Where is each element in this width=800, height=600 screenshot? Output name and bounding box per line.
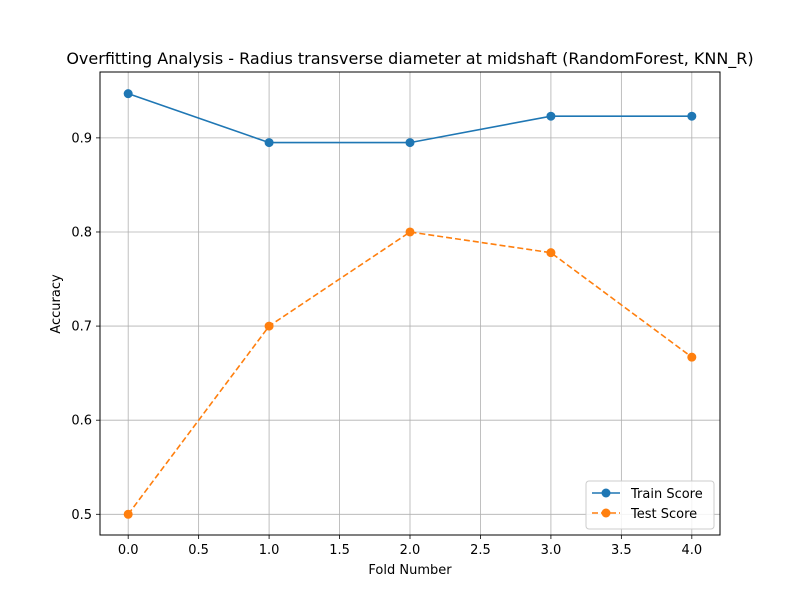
axis-ticks: 0.0 0.5 1.0 1.5 2.0 2.5 3.0 3.5 4.0 0.5 0.6 0.7 0.8 0… xyxy=(71,131,702,558)
y-tick-label: 0.5 xyxy=(71,508,92,523)
x-tick-label: 3.5 xyxy=(611,543,632,558)
x-tick-label: 1.0 xyxy=(259,543,280,558)
y-tick-label: 0.9 xyxy=(71,131,92,146)
legend-test-label: Test Score xyxy=(630,507,697,522)
train-score-point xyxy=(123,89,133,99)
x-tick-label: 2.0 xyxy=(400,543,421,558)
train-score-point xyxy=(405,138,415,148)
legend: Train Score Test Score xyxy=(585,480,715,530)
x-axis-label: Fold Number xyxy=(368,563,452,578)
x-tick-label: 0.5 xyxy=(188,543,209,558)
y-tick-label: 0.8 xyxy=(71,225,92,240)
train-score-point xyxy=(687,111,697,121)
y-tick-label: 0.6 xyxy=(71,414,92,429)
x-tick-label: 0.0 xyxy=(118,543,139,558)
legend-test-marker xyxy=(601,508,611,518)
x-tick-label: 3.0 xyxy=(541,543,562,558)
y-axis-label: Accuracy xyxy=(49,274,64,334)
test-score-line xyxy=(127,231,693,515)
test-score-point xyxy=(546,248,556,258)
test-score-point xyxy=(123,509,133,519)
plot-series xyxy=(123,89,697,519)
chart-title: Overfitting Analysis - Radius transverse… xyxy=(66,49,753,69)
test-score-point xyxy=(264,321,274,331)
legend-train-marker xyxy=(601,488,611,498)
train-score-point xyxy=(546,111,556,121)
y-tick-label: 0.7 xyxy=(71,320,92,335)
test-score-point xyxy=(687,352,697,362)
train-score-point xyxy=(264,138,274,148)
x-tick-label: 2.5 xyxy=(470,543,491,558)
legend-train-label: Train Score xyxy=(630,487,703,502)
x-tick-label: 1.5 xyxy=(329,543,350,558)
test-score-point xyxy=(405,227,415,237)
x-tick-label: 4.0 xyxy=(681,543,702,558)
